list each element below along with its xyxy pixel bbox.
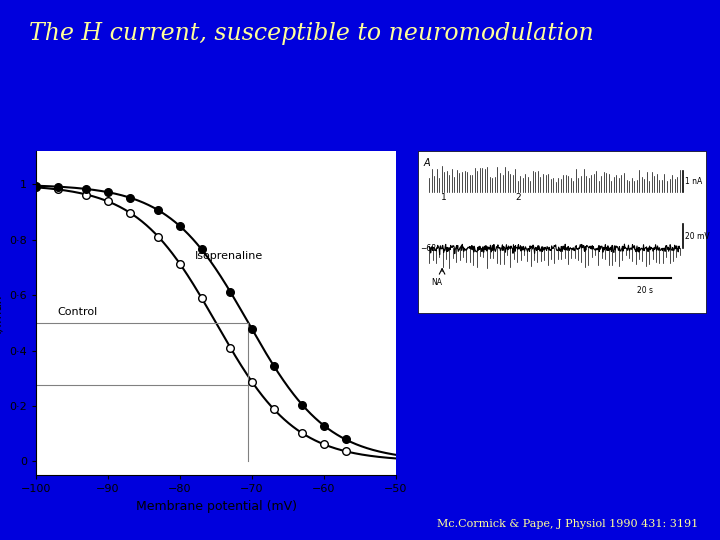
Text: 1 nA: 1 nA: [685, 177, 703, 186]
Text: −68: −68: [420, 244, 436, 253]
Y-axis label: I/Imax: I/Imax: [0, 294, 4, 333]
Text: A: A: [423, 158, 430, 168]
Text: Isoprenaline: Isoprenaline: [194, 251, 263, 261]
Text: 20 mV: 20 mV: [685, 232, 710, 241]
Text: Control: Control: [58, 307, 98, 316]
X-axis label: Membrane potential (mV): Membrane potential (mV): [135, 500, 297, 513]
Text: 20 s: 20 s: [637, 286, 653, 295]
Text: NA: NA: [431, 278, 442, 287]
Text: 1: 1: [441, 193, 446, 202]
Text: Mc.Cormick & Pape, J Physiol 1990 431: 3191: Mc.Cormick & Pape, J Physiol 1990 431: 3…: [437, 519, 698, 529]
Text: 2: 2: [516, 193, 521, 202]
Text: The H current, susceptible to neuromodulation: The H current, susceptible to neuromodul…: [29, 22, 593, 45]
